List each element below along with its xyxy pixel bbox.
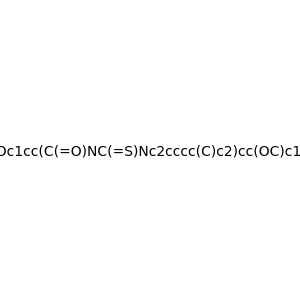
Text: COc1cc(C(=O)NC(=S)Nc2cccc(C)c2)cc(OC)c1OC: COc1cc(C(=O)NC(=S)Nc2cccc(C)c2)cc(OC)c1O…	[0, 145, 300, 158]
